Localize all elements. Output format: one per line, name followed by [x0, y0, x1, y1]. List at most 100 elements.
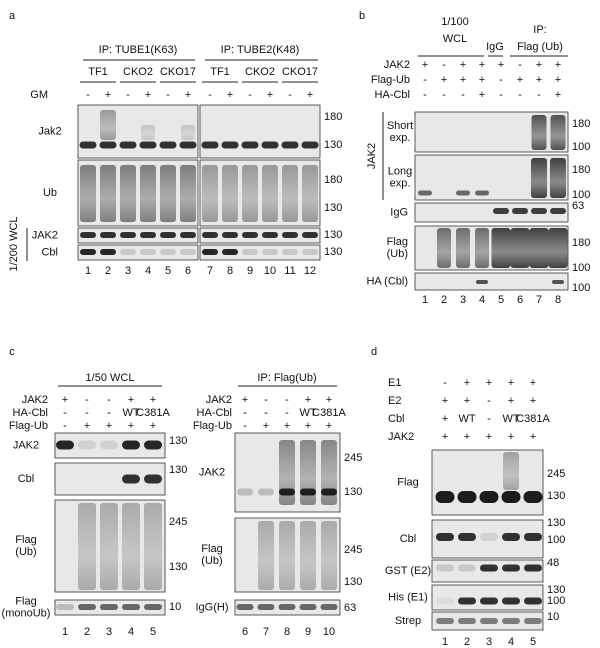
row-label: IgG(H)	[196, 601, 229, 613]
condition-sign: C381A	[136, 407, 170, 419]
condition-sign: +	[486, 377, 492, 389]
smear	[529, 228, 549, 268]
row-label: Cbl	[400, 533, 417, 545]
mw-marker: 180	[324, 174, 342, 186]
band	[140, 249, 156, 255]
condition-sign: +	[185, 89, 191, 101]
condition-sign: +	[460, 74, 466, 86]
row-label: Flag	[201, 543, 222, 555]
condition-sign: +	[105, 89, 111, 101]
band	[80, 249, 96, 255]
condition-sign: +	[536, 59, 542, 71]
band	[493, 208, 509, 214]
condition-sign: +	[530, 431, 536, 443]
header: IP: Flag(Ub)	[257, 372, 316, 384]
band	[100, 232, 116, 238]
band	[436, 533, 454, 541]
condition-sign: +	[508, 377, 514, 389]
label: IP: TUBE2(K48)	[221, 44, 300, 56]
lane-number: 9	[247, 265, 253, 277]
band	[458, 533, 476, 541]
condition-sign: -	[537, 89, 541, 101]
condition-sign: C381A	[312, 407, 346, 419]
band	[242, 232, 258, 238]
lane-number: 4	[508, 636, 514, 648]
smear	[282, 165, 298, 222]
condition-sign: +	[442, 395, 448, 407]
condition-sign: -	[443, 377, 447, 389]
band	[261, 141, 279, 149]
smear	[180, 165, 196, 222]
condition-sign: -	[126, 89, 130, 101]
lane-number: 2	[441, 294, 447, 306]
band	[79, 141, 97, 149]
lane-number: 3	[460, 294, 466, 306]
header: 1/100	[441, 16, 469, 28]
condition-sign: -	[107, 394, 111, 406]
condition-sign: +	[498, 59, 504, 71]
band	[257, 604, 275, 610]
mw-marker: 245	[547, 468, 565, 480]
smear	[144, 503, 162, 590]
band	[476, 280, 488, 284]
mw-marker: 130	[547, 584, 565, 596]
lane-number: 8	[555, 294, 561, 306]
lane-number: 5	[150, 626, 156, 638]
mw-marker: 10	[169, 601, 181, 613]
smear	[437, 228, 451, 268]
band	[281, 141, 299, 149]
band	[202, 232, 218, 238]
row-label: (monoUb)	[2, 607, 51, 619]
mw-marker: 130	[344, 576, 362, 588]
smear	[122, 503, 140, 590]
band	[299, 604, 317, 610]
smear	[100, 503, 118, 590]
band	[302, 232, 318, 238]
condition-sign: -	[208, 89, 212, 101]
condition-sign: +	[508, 431, 514, 443]
band	[221, 141, 239, 149]
condition-sign: C381A	[516, 413, 550, 425]
smear	[510, 228, 530, 268]
smear	[140, 165, 156, 222]
band	[100, 249, 116, 255]
condition-label: HA-Cbl	[375, 89, 410, 101]
band	[458, 597, 476, 605]
row-label: JAK2	[199, 466, 225, 478]
lane-number: 7	[207, 265, 213, 277]
side-label: JAK2	[366, 143, 378, 169]
band	[524, 597, 542, 605]
condition-sign: +	[326, 394, 332, 406]
condition-sign: +	[486, 431, 492, 443]
header-lines	[26, 55, 568, 387]
condition-sign: -	[487, 395, 491, 407]
band	[479, 491, 499, 503]
condition-sign: +	[517, 74, 523, 86]
mw-marker: 10	[547, 611, 559, 623]
condition-sign: -	[461, 89, 465, 101]
row-label: JAK2	[13, 439, 39, 451]
smear	[222, 165, 238, 222]
condition-sign: -	[63, 407, 67, 419]
header: 1/50 WCL	[86, 372, 135, 384]
lane-number: 1	[422, 294, 428, 306]
row-label: Cbl	[41, 246, 58, 258]
panel-letter: d	[371, 346, 377, 358]
lane-number: 9	[305, 626, 311, 638]
smear	[531, 115, 547, 150]
row-label: exp.	[390, 132, 411, 144]
band	[222, 232, 238, 238]
band	[480, 597, 498, 605]
mw-marker: 245	[344, 452, 362, 464]
condition-sign: +	[442, 431, 448, 443]
mw-marker: 130	[547, 517, 565, 529]
condition-sign: -	[107, 407, 111, 419]
smear	[503, 452, 519, 490]
band	[501, 491, 521, 503]
mw-marker: 63	[572, 200, 584, 212]
blot	[199, 227, 321, 244]
smear	[202, 165, 218, 222]
condition-sign: -	[85, 407, 89, 419]
condition-sign: -	[288, 89, 292, 101]
condition-sign: +	[84, 420, 90, 432]
